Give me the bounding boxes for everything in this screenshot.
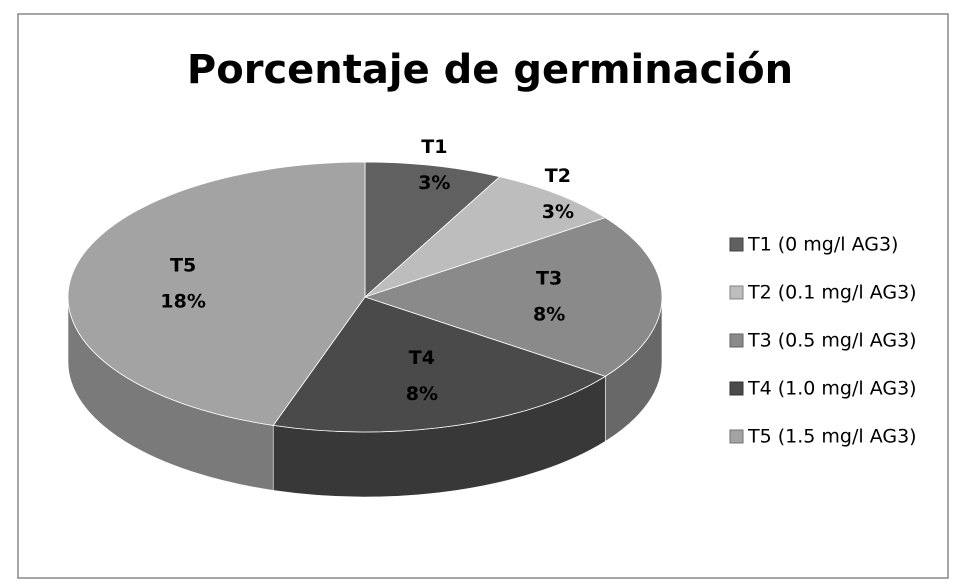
slice-category: T2 [545,165,571,187]
slice-category: T3 [536,268,562,290]
legend-label: T4 (1.0 mg/l AG3) [747,378,917,400]
slice-value-label: 3% [542,201,574,223]
slice-value-label: 8% [533,304,565,326]
legend-swatch [729,285,744,300]
pie-slice [364,176,607,298]
legend-swatch [729,429,744,444]
pie-slice [364,161,501,298]
legend-swatch [729,333,744,348]
slice-category: T5 [170,254,196,276]
pie-slice [67,161,366,426]
slice-value-label: 18% [160,290,205,312]
pie-slice [363,217,663,377]
slice-value-label: 3% [418,172,450,194]
legend-label: T5 (1.5 mg/l AG3) [747,426,917,448]
slice-category: T4 [409,347,435,369]
chart-title: Porcentaje de germinación [187,47,793,93]
legend-label: T1 (0 mg/l AG3) [747,234,898,256]
legend-label: T2 (0.1 mg/l AG3) [747,282,917,304]
slice-value-label: 8% [406,383,438,405]
legend-swatch [729,381,744,396]
legend-swatch [729,237,744,252]
pie-slice [272,296,607,433]
legend-label: T3 (0.5 mg/l AG3) [747,330,917,352]
slice-category: T1 [421,136,447,158]
